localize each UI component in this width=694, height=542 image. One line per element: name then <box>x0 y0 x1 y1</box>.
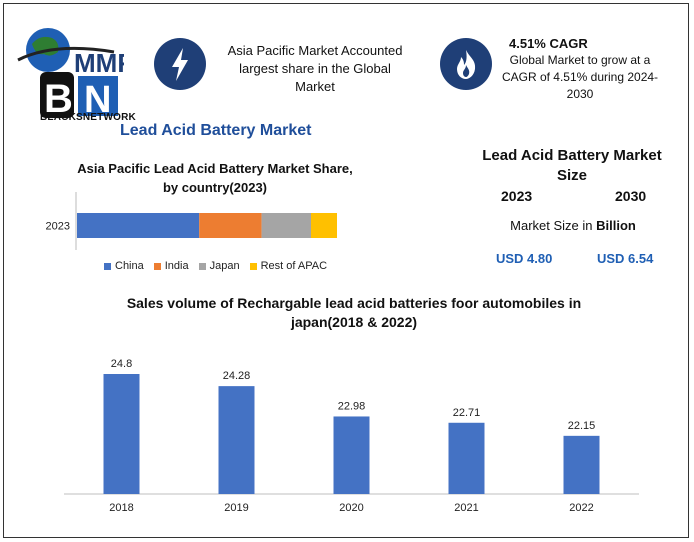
logo-text: BLACKSNETWORK <box>40 112 136 123</box>
sales-tick-label: 2020 <box>339 502 363 514</box>
sales-data-label: 24.8 <box>111 358 132 370</box>
page-title: Lead Acid Battery Market <box>120 122 312 139</box>
market-size-prefix: Market Size in <box>510 218 597 233</box>
year-2030: 2030 <box>615 188 647 204</box>
sales-chart-title: Sales volume of Rechargable lead acid ba… <box>126 295 582 330</box>
sales-bar <box>563 435 600 494</box>
lightning-icon <box>172 48 188 81</box>
info-box-asia: Asia Pacific Market Accounted largest sh… <box>227 43 403 94</box>
sales-tick-label: 2021 <box>454 502 478 514</box>
sales-tick-label: 2019 <box>224 502 248 514</box>
sales-data-label: 24.28 <box>223 370 251 382</box>
sales-bar <box>333 416 370 494</box>
sales-data-label: 22.15 <box>568 420 596 432</box>
logo-letters: MMR <box>74 48 124 78</box>
market-size-title: Lead Acid Battery Market Size <box>482 147 662 184</box>
svg-text:N: N <box>84 79 111 121</box>
legend-label: India <box>164 260 189 272</box>
value-2030: USD 6.54 <box>597 251 654 266</box>
share-category-label: 2023 <box>46 221 70 233</box>
sales-data-label: 22.98 <box>338 400 366 412</box>
sales-bar <box>103 374 140 494</box>
sales-data-label: 22.71 <box>453 407 481 419</box>
legend-item-china: China <box>104 260 144 272</box>
cagr-text: Global Market to grow at a CAGR of 4.51%… <box>501 53 659 101</box>
share-segment-india <box>199 213 262 238</box>
sales-chart: 24.8 2018 24.28 2019 22.98 2020 22.71 2021 22.15… <box>64 358 639 514</box>
sales-tick-label: 2018 <box>109 502 133 514</box>
year-2023: 2023 <box>501 188 533 204</box>
share-chart: 2023 <box>46 192 337 250</box>
market-size-label: Market Size in Billion <box>493 218 653 233</box>
flame-icon <box>457 50 476 79</box>
legend-item-india: India <box>153 260 189 272</box>
share-segment-rest-of-apac <box>311 213 337 238</box>
legend-label: Japan <box>209 260 240 272</box>
infographic-frame: MMR B N BLACKSNETWORK Lead Acid Battery … <box>3 3 689 538</box>
sales-bar <box>448 422 485 494</box>
cagr-headline: 4.51% CAGR <box>509 36 588 51</box>
market-size-unit: Billion <box>596 218 636 233</box>
sales-tick-label: 2022 <box>569 502 593 514</box>
share-chart-title: Asia Pacific Lead Acid Battery Market Sh… <box>77 161 353 195</box>
info-icon-circle <box>154 38 206 90</box>
svg-text:B: B <box>44 77 73 121</box>
mmr-logo: MMR B N <box>17 28 124 121</box>
share-legend: China India Japan Rest of APAC <box>104 260 327 272</box>
legend-label: China <box>115 260 144 272</box>
share-segment-china <box>77 213 200 238</box>
legend-item-apac: Rest of APAC <box>249 260 328 272</box>
value-2023: USD 4.80 <box>496 251 553 266</box>
sales-bar <box>218 386 255 494</box>
legend-item-japan: Japan <box>198 260 240 272</box>
info-icon-circle <box>440 38 492 90</box>
share-segment-japan <box>261 213 311 238</box>
legend-label: Rest of APAC <box>260 260 328 272</box>
